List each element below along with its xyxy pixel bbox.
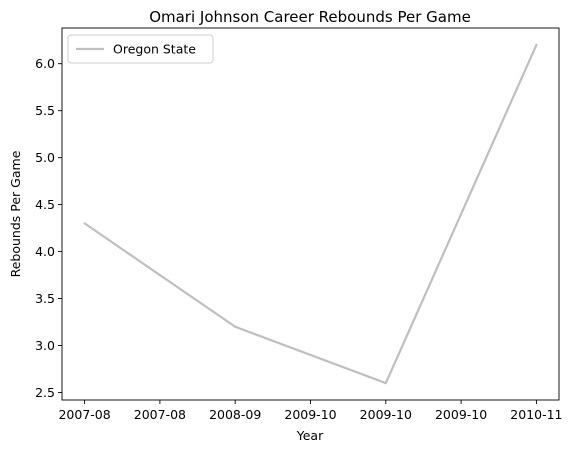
y-tick-label: 5.0	[35, 150, 55, 165]
plot-area	[62, 28, 559, 400]
chart-title: Omari Johnson Career Rebounds Per Game	[149, 8, 471, 26]
y-tick-label: 4.5	[35, 197, 55, 212]
y-tick-label: 6.0	[35, 56, 55, 71]
x-axis-ticks: 2007-08 2007-08 2008-09 2009-10 2009-10 2009-…	[58, 400, 562, 422]
x-tick-label: 2009-10	[284, 407, 336, 422]
data-point	[83, 222, 85, 224]
x-tick-label: 2007-08	[58, 407, 110, 422]
legend: Oregon State	[68, 35, 213, 63]
x-tick-label: 2009-10	[360, 407, 412, 422]
x-tick-label: 2009-10	[435, 407, 487, 422]
y-axis-ticks: 2.5 3.0 3.5 4.0 4.5 5.0 5.5 6.0	[35, 56, 62, 400]
y-tick-label: 2.5	[35, 385, 55, 400]
data-point	[385, 382, 387, 384]
legend-label: Oregon State	[113, 42, 196, 57]
data-point	[535, 44, 537, 46]
data-point	[234, 326, 236, 328]
y-tick-label: 3.5	[35, 291, 55, 306]
x-tick-label: 2007-08	[134, 407, 186, 422]
x-axis-label: Year	[296, 428, 324, 443]
y-axis-label: Rebounds Per Game	[8, 150, 23, 277]
y-tick-label: 3.0	[35, 338, 55, 353]
x-tick-label: 2008-09	[209, 407, 261, 422]
y-tick-label: 4.0	[35, 244, 55, 259]
x-tick-label: 2010-11	[510, 407, 562, 422]
y-tick-label: 5.5	[35, 103, 55, 118]
